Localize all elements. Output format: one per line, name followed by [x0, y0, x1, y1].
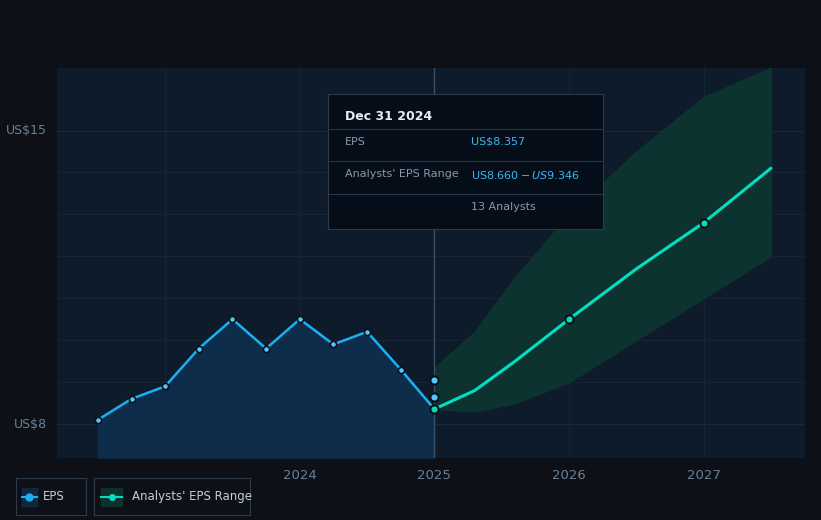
Point — [562, 315, 576, 323]
Point — [360, 328, 374, 336]
Text: Analysts' EPS Range: Analysts' EPS Range — [132, 490, 252, 503]
Point — [697, 218, 710, 227]
Text: EPS: EPS — [345, 137, 366, 147]
Text: 2024: 2024 — [283, 470, 317, 483]
Text: 2026: 2026 — [553, 470, 586, 483]
Text: EPS: EPS — [43, 490, 65, 503]
Point — [259, 344, 273, 353]
Point — [428, 376, 441, 384]
Point — [428, 405, 441, 413]
Point — [91, 415, 104, 424]
Point — [428, 405, 441, 413]
Point — [428, 393, 441, 401]
Text: Dec 31 2024: Dec 31 2024 — [345, 110, 432, 123]
Point — [158, 382, 172, 391]
Text: US$8.357: US$8.357 — [471, 137, 525, 147]
Text: US$8.660 - US$9.346: US$8.660 - US$9.346 — [471, 170, 580, 181]
Text: US$15: US$15 — [6, 124, 47, 137]
Text: Actual: Actual — [392, 95, 429, 108]
Point — [226, 315, 239, 323]
Point — [394, 366, 407, 374]
Text: US$8: US$8 — [14, 418, 47, 431]
Text: 2027: 2027 — [686, 470, 721, 483]
Text: Analysts' EPS Range: Analysts' EPS Range — [345, 170, 459, 179]
Point — [192, 344, 205, 353]
Point — [327, 340, 340, 348]
Text: Analysts Forecasts: Analysts Forecasts — [440, 95, 549, 108]
Text: 2025: 2025 — [417, 470, 452, 483]
Text: 13 Analysts: 13 Analysts — [471, 202, 536, 212]
Point — [125, 395, 138, 403]
Point — [293, 315, 306, 323]
